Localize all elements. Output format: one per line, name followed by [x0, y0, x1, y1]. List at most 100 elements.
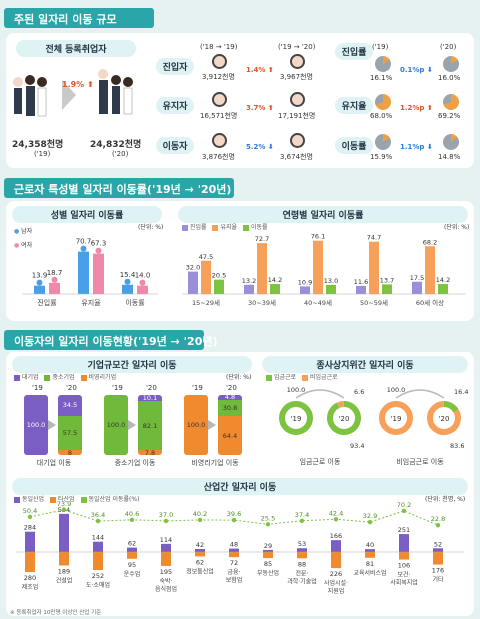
total-20-year: ('20) — [112, 150, 129, 158]
person-avatar — [290, 54, 305, 69]
workers-illustration — [13, 69, 133, 117]
donut-year-label: '19 — [391, 415, 402, 423]
other-industry-value: 252 — [92, 572, 104, 580]
other-industry-value: 62 — [196, 558, 204, 566]
rate-point — [61, 507, 67, 513]
row-v20: 3,674천명 — [280, 153, 313, 161]
same-industry-value: 53 — [298, 540, 306, 548]
age-bar — [313, 240, 323, 294]
donut-category-label: 비임금근로 이동 — [396, 457, 444, 466]
industry-category-label: 운수업 — [124, 570, 141, 578]
rate-value-label: 25.5 — [261, 514, 275, 522]
age-category-label: 15~29세 — [192, 298, 220, 307]
age-value-label: 17.5 — [410, 274, 424, 282]
nonprofit-20-bar: 4.8 30.8 64.4 — [218, 395, 242, 455]
age-chart-title: 연령별 일자리 이동률 — [178, 206, 468, 223]
same-industry-bar — [297, 548, 307, 552]
rate-pie-19 — [375, 94, 391, 110]
same-industry-bar — [331, 540, 341, 552]
person-avatar — [212, 54, 227, 69]
period-19: ('18 → '19) — [200, 43, 238, 51]
industry-category-label: 과학·기술업 — [287, 577, 317, 585]
other-industry-bar — [161, 552, 171, 566]
same-industry-bar — [365, 549, 375, 552]
row-label: 유지자 — [156, 97, 194, 114]
donut-year-label: '20 — [439, 415, 450, 423]
gender-bar — [34, 285, 45, 294]
other-industry-value: 280 — [24, 574, 36, 582]
source-donut — [379, 401, 413, 435]
age-bar — [326, 284, 336, 294]
age-value-label: 14.2 — [268, 276, 282, 284]
age-bar — [188, 271, 198, 294]
total-19-year: ('19) — [34, 150, 51, 158]
rate-pie-20 — [443, 134, 459, 150]
rate-point — [435, 522, 441, 528]
age-value-label: 47.5 — [199, 253, 213, 261]
total-label: 전체 등록취업자 — [16, 40, 136, 57]
year-19: '19 — [32, 384, 43, 392]
other-industry-value: 95 — [128, 561, 136, 569]
section2-title: 근로자 특성별 일자리 이동률('19년 → '20년) — [4, 178, 234, 198]
rate-point — [401, 508, 407, 514]
rate-point — [333, 517, 339, 522]
size-unit: (단위: %) — [226, 374, 252, 381]
donut-value-label: 6.6 — [354, 388, 364, 396]
rate-value-label: 40.6 — [125, 510, 139, 518]
donut-year-label: '20 — [339, 415, 350, 423]
other-industry-bar — [59, 552, 69, 566]
industry-category-label: 보건· — [398, 571, 411, 579]
other-industry-bar — [399, 552, 409, 560]
rate-point — [163, 518, 169, 524]
age-value-label: 13.2 — [242, 277, 256, 285]
other-industry-value: 226 — [330, 570, 342, 578]
industry-category-label: 건설업 — [56, 577, 73, 585]
rate-r19: 68.0% — [370, 112, 393, 120]
person-head-icon — [51, 276, 58, 283]
donut-value-label: 93.4 — [350, 442, 364, 450]
other-industry-value: 72 — [230, 559, 238, 567]
other-industry-bar — [229, 552, 239, 558]
industry-category-label: 전문· — [296, 569, 309, 577]
row-v19: 3,876천명 — [202, 153, 235, 161]
year-20: '20 — [66, 384, 77, 392]
age-value-label: 72.7 — [255, 235, 269, 243]
same-industry-bar — [263, 549, 273, 552]
rate-change: 1.2%p ⬆ — [400, 104, 433, 112]
person-head-icon — [95, 247, 102, 254]
age-value-label: 76.1 — [311, 233, 325, 241]
donut-segment-wage — [327, 401, 361, 435]
sme-label: 중소기업 이동 — [114, 459, 156, 467]
age-bar — [300, 286, 310, 294]
gender-bar — [93, 253, 104, 294]
male-legend: ● 남자 — [14, 228, 33, 235]
industry-legend: 동일산업 타산업 동일산업 이동률(%) — [14, 494, 139, 503]
status-chart-title: 종사상지위간 일자리 이동 — [262, 356, 468, 373]
other-industry-value: 106 — [398, 562, 410, 570]
rate-r20: 16.0% — [438, 74, 461, 82]
rate-value-label: 36.4 — [91, 511, 105, 519]
gender-bar — [122, 284, 133, 294]
other-industry-bar — [433, 552, 443, 565]
gender-chart: 13.9 18.7 진입률 70.7 67.3 유지율 15.4 14.0 이동률 — [22, 238, 158, 307]
nonprofit-label: 비영리기업 이동 — [191, 459, 239, 467]
female-legend: ● 여자 — [14, 242, 33, 249]
industry-unit: (단위: 천명, %) — [425, 496, 466, 503]
donut-segment-wage — [443, 401, 459, 413]
other-industry-bar — [93, 552, 103, 570]
age-chart: 32.0 47.5 20.5 15~29세 13.2 72.7 14.2 30~39세 10.9… — [182, 233, 466, 307]
industry-category-label: 기타 — [432, 576, 444, 584]
rate-value-label: 73.9 — [57, 500, 71, 508]
age-value-label: 68.2 — [423, 238, 437, 246]
age-bar — [257, 243, 267, 294]
rate-r20: 14.8% — [438, 153, 461, 161]
industry-category-label: 음식점업 — [155, 585, 177, 593]
other-industry-bar — [297, 552, 307, 559]
age-bar — [369, 241, 379, 294]
industry-category-label: 금융· — [228, 569, 241, 576]
donut-segment-nonwage — [427, 401, 461, 435]
donut-year-label: '19 — [291, 415, 302, 423]
same-industry-bar — [399, 534, 409, 552]
total-19-value: 24,358천명 — [12, 140, 64, 150]
rate-change: 0.1%p ⬇ — [400, 66, 433, 74]
